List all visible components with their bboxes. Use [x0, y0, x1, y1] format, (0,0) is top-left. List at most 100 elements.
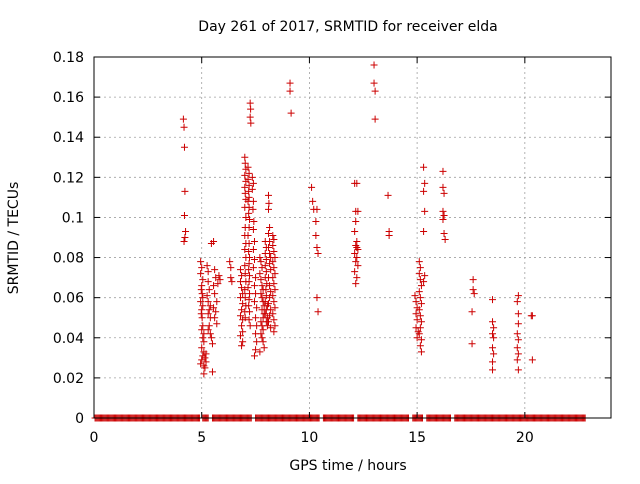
- data-point: [260, 344, 268, 352]
- y-tick-label: 0.16: [53, 90, 84, 106]
- data-point: [252, 346, 260, 354]
- data-point: [312, 231, 320, 239]
- data-point: [420, 163, 428, 171]
- data-point: [354, 207, 362, 215]
- data-point: [469, 276, 477, 284]
- data-point: [312, 217, 320, 225]
- y-tick-label: 0.12: [53, 170, 84, 186]
- data-point: [205, 286, 213, 294]
- data-point: [245, 169, 253, 177]
- data-point: [199, 276, 207, 284]
- data-point: [421, 207, 429, 215]
- data-point: [264, 244, 272, 252]
- data-point: [241, 171, 249, 179]
- data-point: [198, 326, 206, 334]
- data-point: [213, 298, 221, 306]
- data-point: [514, 320, 522, 328]
- x-tick-label: 15: [408, 430, 426, 446]
- data-point: [200, 370, 208, 378]
- data-point: [468, 340, 476, 348]
- data-point: [198, 314, 206, 322]
- data-point: [314, 308, 322, 316]
- data-point: [249, 264, 257, 272]
- data-point: [514, 366, 522, 374]
- data-point: [210, 238, 218, 246]
- data-point: [370, 61, 378, 69]
- data-point: [271, 322, 279, 330]
- data-point: [270, 280, 278, 288]
- data-point: [245, 203, 253, 211]
- data-point: [417, 282, 425, 290]
- data-point: [264, 229, 272, 237]
- data-point: [371, 115, 379, 123]
- data-point: [241, 294, 249, 302]
- data-point: [200, 338, 208, 346]
- data-point: [257, 330, 265, 338]
- data-point: [416, 312, 424, 320]
- x-tick-label: 20: [516, 430, 534, 446]
- x-tick-label: 10: [301, 430, 319, 446]
- ticks-layer: 0 0.02 0.04 0.06 0.08 0.1 0.12 0.14 0.16 0.18 0 5 10…: [53, 50, 611, 446]
- y-axis-label: SRMTID / TECUs: [6, 182, 22, 295]
- data-point: [490, 334, 498, 342]
- data-point: [239, 338, 247, 346]
- data-point: [208, 340, 216, 348]
- data-point: [417, 348, 425, 356]
- data-point: [247, 105, 255, 113]
- data-point: [214, 280, 222, 288]
- data-point: [415, 270, 423, 278]
- data-point: [246, 215, 254, 223]
- data-point: [256, 254, 264, 262]
- grid-layer: [94, 57, 611, 418]
- data-point: [204, 326, 212, 334]
- data-point: [314, 250, 322, 258]
- data-point: [490, 324, 498, 332]
- data-point: [514, 350, 522, 358]
- data-point: [351, 268, 359, 276]
- data-point: [269, 231, 277, 239]
- data-point: [241, 183, 249, 191]
- data-point: [262, 286, 270, 294]
- data-point: [287, 109, 295, 117]
- data-point: [245, 296, 253, 304]
- data-point: [267, 288, 275, 296]
- data-point: [245, 302, 253, 310]
- data-point: [249, 246, 257, 254]
- data-point: [440, 229, 448, 237]
- data-point: [212, 308, 220, 316]
- data-point: [245, 266, 253, 274]
- data-point: [198, 290, 206, 298]
- data-point: [238, 322, 246, 330]
- data-point: [201, 354, 209, 362]
- data-point: [413, 316, 421, 324]
- data-point: [204, 268, 212, 276]
- data-point: [269, 310, 277, 318]
- data-point: [208, 368, 216, 376]
- x-tick-label: 0: [90, 430, 99, 446]
- data-point: [253, 338, 261, 346]
- data-point: [247, 119, 255, 127]
- data-point: [241, 262, 249, 270]
- data-point: [241, 314, 249, 322]
- data-point: [199, 334, 207, 342]
- data-point: [236, 332, 244, 340]
- data-point: [420, 278, 428, 286]
- data-point: [241, 159, 249, 167]
- data-point: [309, 197, 317, 205]
- data-point: [241, 246, 249, 254]
- data-point: [201, 364, 209, 372]
- data-point: [308, 183, 316, 191]
- data-point: [245, 193, 253, 201]
- data-point: [513, 356, 521, 364]
- data-point: [420, 227, 428, 235]
- data-point: [202, 358, 210, 366]
- data-point: [204, 298, 212, 306]
- data-point: [245, 181, 253, 189]
- data-point: [236, 266, 244, 274]
- data-points-layer: [179, 61, 536, 378]
- data-point: [371, 87, 379, 95]
- data-point: [246, 99, 254, 107]
- data-point: [266, 250, 274, 258]
- data-point: [216, 276, 224, 284]
- data-point: [439, 167, 447, 175]
